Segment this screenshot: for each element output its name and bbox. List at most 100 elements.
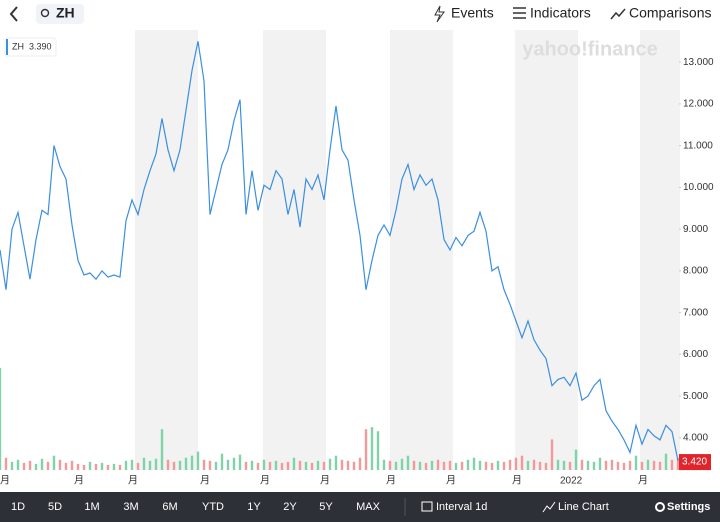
interval-icon: [421, 501, 433, 512]
volume-bar: [418, 461, 422, 470]
range-button[interactable]: 6M: [162, 501, 177, 513]
toolbar: [0, 492, 720, 522]
range-button[interactable]: MAX: [356, 501, 381, 513]
settings-icon: [655, 502, 665, 512]
range-button[interactable]: 1Y: [247, 501, 261, 513]
volume-bar: [46, 461, 50, 470]
volume-bar: [520, 455, 524, 470]
last-price-tag: [679, 454, 711, 471]
volume-bar: [382, 459, 386, 470]
volume-bar: [316, 460, 320, 470]
volume-bar: [346, 460, 350, 470]
volume-bar: [538, 461, 542, 470]
x-tick-label: 月: [0, 475, 10, 487]
volume-bar: [556, 459, 560, 470]
volume-bar: [70, 460, 74, 470]
events[interactable]: Events: [451, 5, 494, 21]
back-button[interactable]: [9, 6, 18, 22]
range-button[interactable]: 5D: [48, 501, 62, 513]
volume-bar: [178, 460, 182, 470]
interval-button[interactable]: Interval 1d: [436, 501, 487, 513]
volume-bar: [94, 463, 98, 470]
volume-bar: [364, 429, 368, 470]
x-tick-label: 月: [200, 475, 210, 487]
y-tick-label: 7.000: [683, 307, 708, 318]
volume-bar: [358, 457, 362, 470]
volume-bar: [448, 460, 452, 470]
volume-bar: [508, 459, 512, 470]
x-tick-label: 月: [638, 475, 648, 487]
volume-bar: [148, 460, 152, 470]
chart-type-button[interactable]: Line Chart: [558, 501, 609, 513]
volume-bar: [160, 429, 164, 470]
events-icon: [434, 5, 445, 23]
volume-bar: [616, 461, 620, 470]
range-button[interactable]: YTD: [202, 501, 224, 513]
volume-bar: [478, 460, 482, 470]
volume-bar: [610, 459, 614, 470]
volume-bar: [634, 455, 638, 470]
range-button[interactable]: 1M: [84, 501, 99, 513]
volume-bar: [58, 459, 62, 470]
volume-bar: [670, 459, 674, 470]
volume-bar: [592, 461, 596, 470]
volume-bar: [646, 459, 650, 470]
volume-bar: [142, 457, 146, 470]
volume-bar: [514, 457, 518, 470]
settings-button[interactable]: Settings: [667, 501, 710, 513]
comparisons[interactable]: Comparisons: [629, 5, 711, 21]
range-button[interactable]: 1D: [11, 501, 25, 513]
volume-bar: [220, 453, 224, 470]
volume-bar: [370, 427, 374, 470]
price-line: [0, 41, 679, 461]
volume-bar: [40, 458, 44, 470]
volume-bar: [628, 460, 632, 470]
search-box[interactable]: [36, 4, 84, 24]
last-price-label: 3.420: [682, 457, 707, 468]
volume-bar: [322, 461, 326, 470]
y-tick-label: 9.000: [683, 224, 708, 235]
range-button[interactable]: 2Y: [283, 501, 297, 513]
line-chart-icon: [542, 501, 556, 513]
volume-bar: [652, 460, 656, 470]
volume-bar: [550, 439, 554, 470]
volume-bar: [208, 460, 212, 470]
volume-bar: [490, 462, 494, 470]
volume-bar: [34, 463, 38, 470]
volume-bar: [334, 455, 338, 470]
volume-bar: [352, 461, 356, 470]
volume-bar: [658, 461, 662, 470]
volume-bar: [676, 457, 680, 470]
volume-bar: [154, 458, 158, 470]
volume-bar: [340, 459, 344, 470]
volume-bar: [454, 462, 458, 470]
x-tick-label: 月: [260, 475, 270, 487]
volume-bar: [232, 457, 236, 470]
volume-bar: [202, 459, 206, 470]
y-tick-label: 8.000: [683, 266, 708, 277]
volume-bar: [280, 462, 284, 470]
range-button[interactable]: 5Y: [319, 501, 333, 513]
volume-bar: [124, 460, 128, 470]
volume-bar: [442, 461, 446, 470]
indicators[interactable]: Indicators: [530, 5, 591, 21]
volume-bar: [10, 461, 14, 470]
volume-bar: [274, 460, 278, 470]
volume-bar: [0, 368, 2, 470]
volume-bar: [394, 461, 398, 470]
y-tick-label: 4.000: [683, 432, 708, 443]
volume-bar: [304, 461, 308, 470]
x-tick-label: 月: [74, 475, 84, 487]
volume-bar: [328, 458, 332, 470]
volume-bar: [472, 457, 476, 470]
volume-bar: [136, 462, 140, 470]
volume-bar: [310, 462, 314, 470]
volume-bar: [88, 461, 92, 470]
volume-bar: [430, 460, 434, 470]
volume-bar: [244, 461, 248, 470]
volume-bar: [184, 457, 188, 470]
x-tick-label: 月: [386, 475, 396, 487]
range-button[interactable]: 3M: [123, 501, 138, 513]
volume-bar: [604, 460, 608, 470]
